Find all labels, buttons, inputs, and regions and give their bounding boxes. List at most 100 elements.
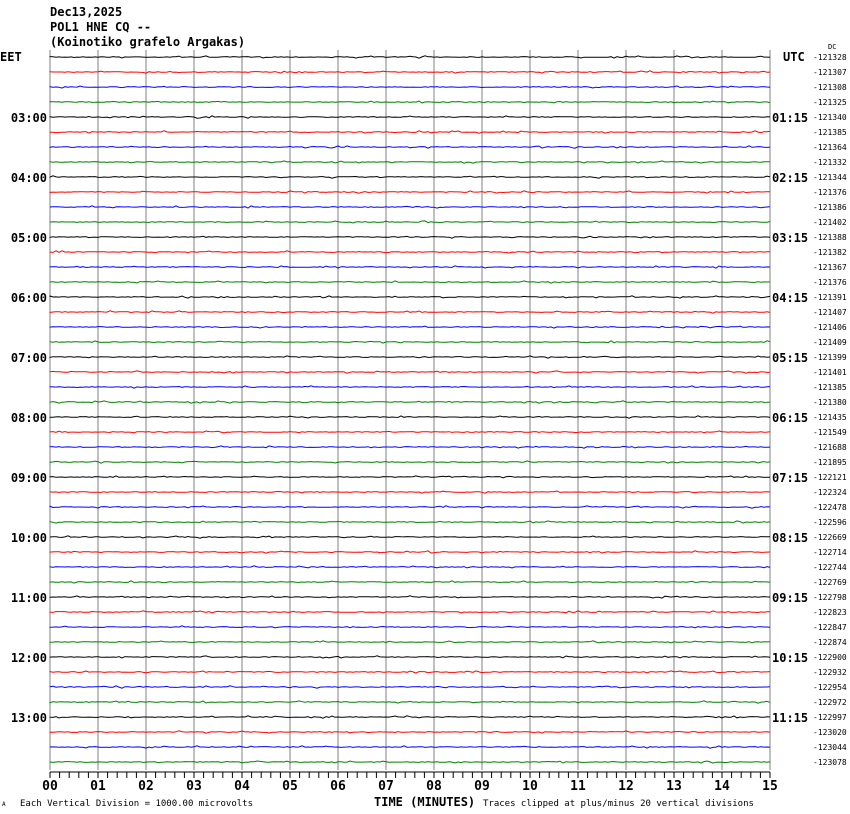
left-time-label: 09:00 [11,471,47,485]
x-tick-label: 09 [474,779,490,794]
trace-row [49,100,771,104]
row-offset-label: -121380 [813,398,847,407]
row-offset-label: -121895 [813,458,847,467]
trace-row [49,535,770,539]
row-offset-label: -122769 [813,578,847,587]
trace-row [49,340,771,344]
trace-row [49,625,771,629]
corner-mark: A [2,801,6,808]
trace-row [49,400,771,404]
trace-row [49,550,771,554]
trace-row [49,325,771,329]
x-tick-label: 07 [378,779,394,794]
trace-row [49,745,771,749]
row-offset-label: -121391 [813,293,847,302]
row-offset-label: -121402 [813,218,847,227]
right-time-label: 08:15 [772,531,808,545]
trace-row [49,475,770,479]
station-code: POL1 HNE CQ -- [50,20,152,34]
trace-row [49,55,771,59]
trace-row [49,115,771,119]
left-time-label: 04:00 [11,171,47,185]
trace-row [49,235,771,239]
row-offset-label: -122596 [813,518,847,527]
trace-row [49,385,771,389]
right-time-label: 10:15 [772,651,808,665]
row-offset-label: -121435 [813,413,847,422]
right-time-label: 07:15 [772,471,808,485]
row-offset-label: -122744 [813,563,847,572]
station-location: (Koinotiko grafelo Argakas) [50,35,246,49]
row-offset-label: -121340 [813,113,847,122]
x-tick-label: 04 [234,779,250,794]
left-time-label: 10:00 [11,531,47,545]
row-offset-label: -121325 [813,98,847,107]
row-offset-label: -121407 [813,308,847,317]
trace-row [49,355,771,359]
x-tick-label: 06 [330,779,346,794]
right-time-label: 11:15 [772,711,808,725]
trace-row [49,505,771,509]
row-offset-label: -121385 [813,128,847,137]
row-offset-label: -122324 [813,488,847,497]
row-offset-label: -121367 [813,263,847,272]
row-offset-label: -121688 [813,443,847,452]
trace-row [49,145,771,149]
row-offset-label: -121409 [813,338,847,347]
row-offset-label: -121307 [813,68,847,77]
row-offset-label: -122972 [813,698,847,707]
row-offset-label: -122900 [813,653,847,662]
x-tick-label: 00 [42,779,58,794]
row-offset-label: -122874 [813,638,847,647]
trace-row [49,715,771,719]
trace-row [49,595,771,599]
right-timezone: UTC [783,50,805,64]
trace-row [49,730,771,734]
row-offset-label: -122997 [813,713,847,722]
right-time-label: 01:15 [772,111,808,125]
row-offset-label: -121406 [813,323,847,332]
trace-row [49,445,771,449]
trace-row [49,565,771,569]
trace-row [49,220,771,224]
left-time-label: 12:00 [11,651,47,665]
chart-date: Dec13,2025 [50,5,123,19]
trace-row [49,430,771,434]
row-offset-label: -121385 [813,383,847,392]
row-offset-label: -121332 [813,158,847,167]
x-tick-label: 13 [666,779,682,794]
row-offset-label: -122823 [813,608,847,617]
row-offset-label: -123020 [813,728,847,737]
scale-note: Each Vertical Division = 1000.00 microvo… [20,799,253,809]
row-offset-label: -123044 [813,743,847,752]
row-offset-label: -121376 [813,188,847,197]
row-offset-label: -122847 [813,623,847,632]
trace-row [49,175,771,179]
x-tick-label: 08 [426,779,442,794]
row-offset-label: -122932 [813,668,847,677]
row-offset-label: -121549 [813,428,847,437]
left-time-label: 05:00 [11,231,47,245]
right-time-label: 02:15 [772,171,808,185]
row-offset-label: -122121 [813,473,847,482]
trace-row [49,685,771,689]
x-tick-label: 14 [714,779,730,794]
row-offset-label: -122798 [813,593,847,602]
x-tick-label: 02 [138,779,154,794]
trace-row [49,370,771,374]
dc-label: DC [828,43,837,51]
x-tick-label: 05 [282,779,298,794]
trace-row [49,415,771,419]
right-time-label: 06:15 [772,411,808,425]
trace-row [49,295,771,299]
x-tick-label: 15 [762,779,778,794]
left-timezone: EET [0,50,22,64]
left-time-label: 07:00 [11,351,47,365]
trace-row [49,760,771,764]
x-tick-label: 01 [90,779,106,794]
trace-row [49,580,771,584]
trace-row [49,190,770,194]
right-time-label: 04:15 [772,291,808,305]
trace-row [49,205,771,209]
